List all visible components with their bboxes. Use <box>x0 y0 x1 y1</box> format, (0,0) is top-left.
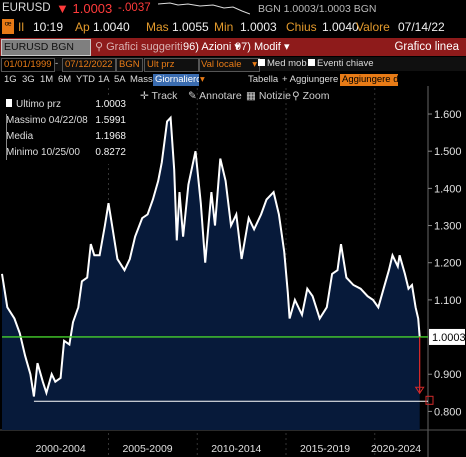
x-axis: 2000-2004 2005-2009 2010-2014 2015-2019 2020… <box>35 443 421 455</box>
last-value-text: 1.0003 <box>432 332 466 344</box>
table-button[interactable]: Tabella <box>248 74 279 85</box>
legend-bracket <box>6 114 7 160</box>
x-tick-label: 2005-2009 <box>122 443 172 455</box>
legend-value-low: 0.8272 <box>95 147 126 158</box>
arrow-head <box>414 386 425 395</box>
period-6m[interactable]: 6M <box>58 74 72 85</box>
legend-item-last: Ultimo prz <box>6 98 61 111</box>
frequency-select[interactable]: Giornaliero <box>153 74 199 86</box>
y-tick-label: 1.400 <box>434 183 462 195</box>
edit-menu[interactable]: 97) Modif ▾ <box>235 41 290 53</box>
y-tick-label: 0.800 <box>434 406 462 418</box>
track-tool[interactable]: ✛ Track <box>140 90 178 102</box>
end-date-input[interactable]: 07/12/2022 <box>62 58 116 72</box>
y-tick-label: 0.900 <box>434 369 462 381</box>
chevron-down-icon[interactable]: ▾ <box>200 74 205 85</box>
field-input[interactable]: Ult prz <box>144 58 200 72</box>
date-inputs-row: 01/01/1999 - 07/12/2022 BGN Ult prz Val … <box>0 57 466 72</box>
moving-avg-toggle[interactable]: Med mob <box>258 58 307 70</box>
min-marker <box>425 395 434 405</box>
y-tick-label: 1.100 <box>434 295 462 307</box>
x-tick-label: 2010-2014 <box>211 443 261 455</box>
legend-item-mean: Media <box>6 131 34 142</box>
legend-swatch <box>6 99 12 107</box>
chevron-down-icon: ▾ <box>234 41 240 53</box>
chevron-down-icon: ▾ <box>252 59 257 70</box>
last-price: ▼ 1.0003 <box>56 1 113 16</box>
source-input[interactable]: BGN <box>116 58 143 72</box>
legend-value-high: 1.5991 <box>95 115 126 126</box>
price-line <box>1 115 421 397</box>
decline-arrow <box>414 336 434 405</box>
actions-menu[interactable]: 96) Azioni ▾ <box>183 41 240 53</box>
x-tick-label: 2000-2004 <box>35 443 85 455</box>
start-date-input[interactable]: 01/01/1999 <box>1 58 55 72</box>
price-change: -.0037 <box>118 2 151 14</box>
currency-select[interactable]: Val locale ▾ <box>198 58 260 72</box>
legend-value-mean: 1.1968 <box>95 131 126 142</box>
y-tick-label: 1.500 <box>434 146 462 158</box>
period-buttons-row: 1G 3G 1M 6M YTD 1A 5A Mass Giornaliero ▾… <box>0 73 466 87</box>
news-icon: ▦ <box>246 90 256 102</box>
news-tool[interactable]: ▦ Notizie <box>246 90 291 102</box>
checkbox-icon <box>258 59 265 66</box>
x-tick-label: 2020-2024 <box>371 443 421 455</box>
y-tick-label: 1.200 <box>434 258 462 270</box>
add-button[interactable]: + Aggiungere <box>282 74 339 85</box>
y-tick-label: 1.600 <box>434 109 462 121</box>
period-1m[interactable]: 1M <box>40 74 54 85</box>
ticker: EURUSD <box>2 2 51 14</box>
legend-item-low: Minimo 10/25/00 <box>6 147 80 158</box>
add-from-input[interactable]: Aggiungere da <box>340 74 398 86</box>
chevron-down-icon: ▾ <box>283 41 290 53</box>
sparkline-icon <box>158 2 250 15</box>
price-area-fill <box>2 117 420 430</box>
period-5y[interactable]: 5A <box>114 74 126 85</box>
down-arrow-icon: ▼ <box>56 1 69 16</box>
bid-ask-quote: BGN 1.0003/1.0003 BGN <box>258 3 377 15</box>
quote-stats-bar: ꟹ Il 10:19 Ap 1.0040 Mas 1.0055 Min 1.00… <box>0 18 466 37</box>
period-ytd[interactable]: YTD <box>76 74 95 85</box>
last-value-label: 1.0003 <box>429 328 466 345</box>
checkbox-icon <box>308 59 315 66</box>
chart-toolbar: EURUSD BGN Curncy ⚲ Grafici suggeriti 96… <box>0 38 466 68</box>
chart-legend: Ultimo prz 1.0003 Massimo 04/22/08 1.599… <box>0 96 130 164</box>
security-input[interactable]: EURUSD BGN Curncy <box>1 39 91 68</box>
pencil-icon: ✎ <box>188 90 197 102</box>
last-value-badge <box>429 328 465 345</box>
pin-icon: ⚲ <box>95 41 104 53</box>
annotate-tool[interactable]: ✎ Annotare <box>188 90 242 102</box>
quote-header: EURUSD ▼ 1.0003 -.0037 BGN 1.0003/1.0003… <box>0 0 466 18</box>
legend-value-last: 1.0003 <box>95 99 126 110</box>
y-tick-label: 1.300 <box>434 221 462 233</box>
period-max[interactable]: Mass <box>130 74 153 85</box>
suggested-charts-button[interactable]: ⚲ Grafici suggeriti <box>95 41 183 53</box>
key-events-toggle[interactable]: Eventi chiave <box>308 58 374 70</box>
legend-item-high: Massimo 04/22/08 <box>6 115 88 126</box>
period-1d[interactable]: 1G <box>4 74 17 85</box>
chart-type-label: Grafico linea <box>394 41 459 53</box>
crosshair-icon: ✛ <box>140 90 149 102</box>
zoom-tool[interactable]: ⚲ Zoom <box>292 90 330 102</box>
period-3d[interactable]: 3G <box>22 74 35 85</box>
magnifier-icon: ⚲ <box>292 90 300 102</box>
x-tick-label: 2015-2019 <box>300 443 350 455</box>
chart-icon[interactable]: ꟹ <box>2 19 14 34</box>
period-1y[interactable]: 1A <box>98 74 110 85</box>
y-axis: 1.600 1.500 1.400 1.300 1.200 1.100 0.900 0.800 <box>428 109 462 418</box>
